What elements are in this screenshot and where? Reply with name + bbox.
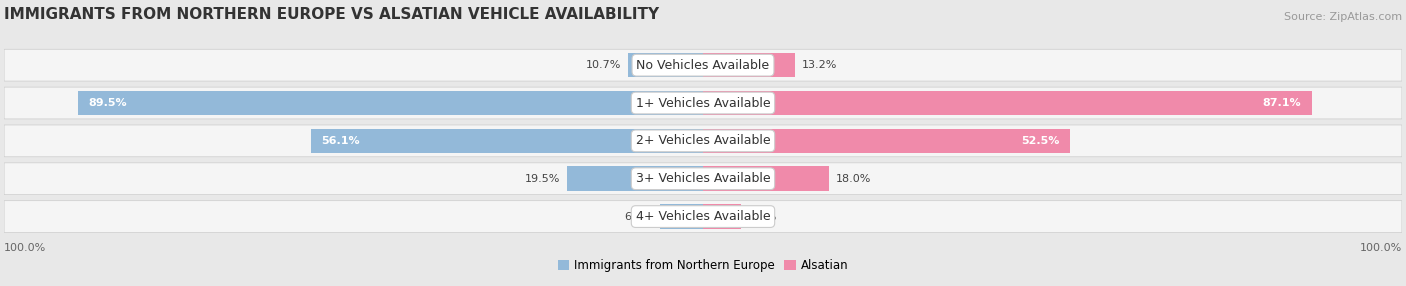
- Text: 56.1%: 56.1%: [322, 136, 360, 146]
- Text: 2+ Vehicles Available: 2+ Vehicles Available: [636, 134, 770, 147]
- Text: 13.2%: 13.2%: [803, 60, 838, 70]
- Text: 6.2%: 6.2%: [624, 212, 652, 222]
- Text: 10.7%: 10.7%: [586, 60, 621, 70]
- Text: 4+ Vehicles Available: 4+ Vehicles Available: [636, 210, 770, 223]
- FancyBboxPatch shape: [4, 201, 1402, 233]
- Text: 52.5%: 52.5%: [1021, 136, 1059, 146]
- FancyBboxPatch shape: [4, 87, 1402, 119]
- Bar: [311, 129, 703, 153]
- Bar: [703, 53, 796, 78]
- Bar: [77, 91, 703, 115]
- Text: IMMIGRANTS FROM NORTHERN EUROPE VS ALSATIAN VEHICLE AVAILABILITY: IMMIGRANTS FROM NORTHERN EUROPE VS ALSAT…: [4, 7, 659, 22]
- Bar: [703, 166, 828, 191]
- Text: 100.0%: 100.0%: [1360, 243, 1402, 253]
- FancyBboxPatch shape: [4, 125, 1402, 157]
- Text: 5.4%: 5.4%: [748, 212, 776, 222]
- Bar: [703, 129, 1070, 153]
- Text: 3+ Vehicles Available: 3+ Vehicles Available: [636, 172, 770, 185]
- Text: 18.0%: 18.0%: [835, 174, 872, 184]
- Bar: [628, 53, 703, 78]
- Bar: [659, 204, 703, 229]
- Bar: [703, 204, 741, 229]
- Text: 100.0%: 100.0%: [4, 243, 46, 253]
- Bar: [567, 166, 703, 191]
- Legend: Immigrants from Northern Europe, Alsatian: Immigrants from Northern Europe, Alsatia…: [553, 254, 853, 277]
- Bar: [703, 91, 1312, 115]
- Text: 89.5%: 89.5%: [89, 98, 127, 108]
- Text: Source: ZipAtlas.com: Source: ZipAtlas.com: [1284, 12, 1402, 22]
- Text: 1+ Vehicles Available: 1+ Vehicles Available: [636, 96, 770, 110]
- Text: No Vehicles Available: No Vehicles Available: [637, 59, 769, 72]
- Text: 19.5%: 19.5%: [524, 174, 560, 184]
- FancyBboxPatch shape: [4, 163, 1402, 194]
- FancyBboxPatch shape: [4, 49, 1402, 81]
- Text: 87.1%: 87.1%: [1263, 98, 1301, 108]
